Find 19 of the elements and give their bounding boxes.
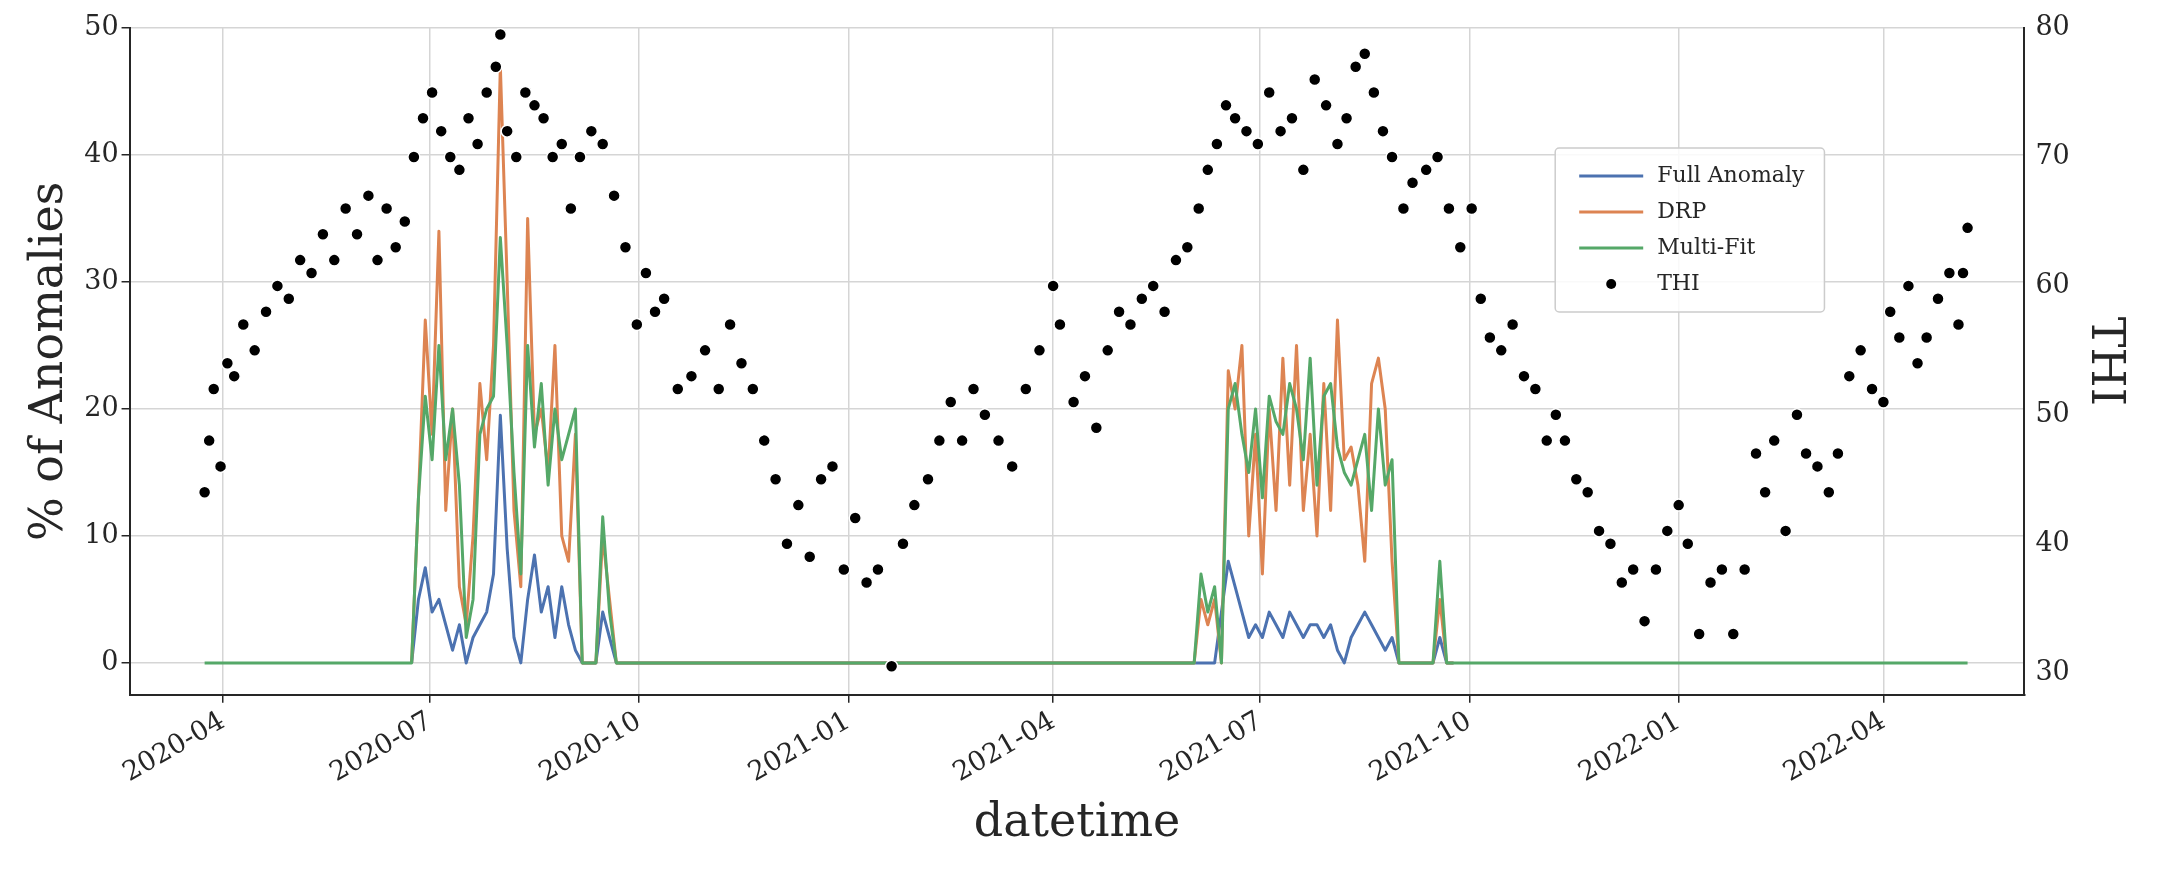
y2-tick-label: 40: [2035, 525, 2070, 557]
y-tick-label: 0: [101, 644, 119, 676]
y2-axis-title: THI: [2081, 316, 2136, 406]
y2-tick-label: 50: [2035, 396, 2070, 428]
legend-label: THI: [1657, 269, 1700, 295]
y-tick-label: 40: [84, 137, 119, 168]
legend-label: Full Anomaly: [1657, 161, 1806, 187]
y2-tick-label: 70: [2035, 138, 2070, 170]
legend-label: DRP: [1657, 197, 1707, 223]
y-tick-label: 20: [84, 390, 119, 422]
y2-tick-label: 80: [2035, 10, 2070, 42]
y2-tick-label: 30: [2035, 654, 2070, 686]
y-axis-title: % of Anomalies: [18, 181, 73, 542]
y2-tick-label: 60: [2035, 267, 2070, 299]
y-tick-label: 50: [84, 10, 119, 42]
y-tick-label: 10: [84, 517, 119, 549]
x-axis-title: datetime: [973, 793, 1181, 848]
y-tick-label: 30: [84, 263, 119, 295]
legend-label: Multi-Fit: [1657, 233, 1756, 259]
